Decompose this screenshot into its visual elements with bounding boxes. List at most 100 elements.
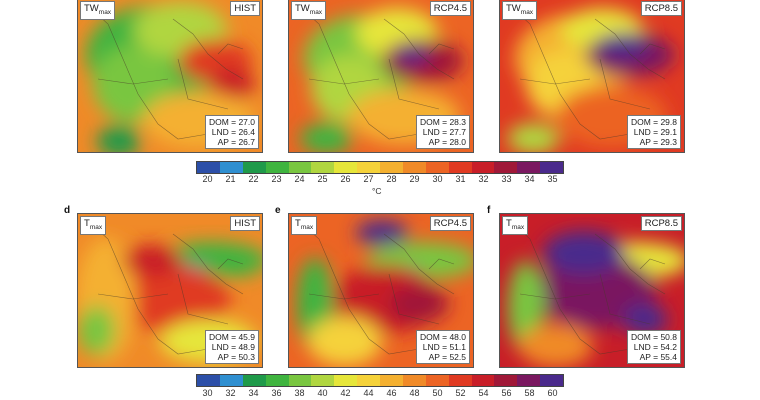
colorbar-swatch xyxy=(334,162,358,173)
colorbar-tick-label: 33 xyxy=(501,174,512,184)
colorbar-swatch xyxy=(197,162,220,173)
stat-dom: DOM = 29.8 xyxy=(630,117,677,127)
colorbar-tick-label: 38 xyxy=(294,388,305,398)
map-panel-e: Tmax RCP4.5 DOM = 48.0 LND = 51.1 AP = 52.5 xyxy=(288,213,474,368)
colorbar-swatch xyxy=(334,375,358,386)
colorbar-tick-label: 50 xyxy=(432,388,443,398)
stat-lnd: LND = 29.1 xyxy=(633,127,677,137)
colorbar-tick-label: 48 xyxy=(409,388,420,398)
stat-ap: AP = 50.3 xyxy=(217,352,255,362)
panel-letter-d: d xyxy=(64,205,71,216)
colorbar-swatch xyxy=(517,162,541,173)
colorbar-tick-label: 54 xyxy=(478,388,489,398)
colorbar-swatch xyxy=(425,375,449,386)
stat-lnd: LND = 51.1 xyxy=(422,342,466,352)
colorbar-tick-label: 30 xyxy=(202,388,213,398)
stat-dom: DOM = 28.3 xyxy=(419,117,466,127)
stat-ap: AP = 52.5 xyxy=(428,352,466,362)
colorbar-tick-label: 23 xyxy=(271,174,282,184)
colorbar-tick-label: 58 xyxy=(524,388,535,398)
variable-label: Tmax xyxy=(291,216,318,235)
map-panel-a: TWmax HIST DOM = 27.0 LND = 26.4 AP = 26.7 xyxy=(77,0,263,153)
stats-box: DOM = 48.0 LND = 51.1 AP = 52.5 xyxy=(415,330,470,364)
colorbar-swatch xyxy=(219,162,243,173)
heatmap-field xyxy=(289,0,473,152)
panel-letter-e: e xyxy=(275,205,281,216)
colorbar-tick-label: 44 xyxy=(363,388,374,398)
map-panel-d: Tmax HIST DOM = 45.9 LND = 48.9 AP = 50.3 xyxy=(77,213,263,368)
colorbar-tick-label: 40 xyxy=(317,388,328,398)
colorbar-swatch xyxy=(448,375,472,386)
colorbar-tmax xyxy=(196,374,564,387)
colorbar-swatch xyxy=(311,375,335,386)
colorbar-twmax xyxy=(196,161,564,174)
colorbar-tick-label: 56 xyxy=(501,388,512,398)
colorbar-tick-label: 31 xyxy=(455,174,466,184)
colorbar-swatch xyxy=(471,162,495,173)
stats-box: DOM = 29.8 LND = 29.1 AP = 29.3 xyxy=(626,115,681,149)
stats-box: DOM = 45.9 LND = 48.9 AP = 50.3 xyxy=(204,330,259,364)
colorbar-unit: °C xyxy=(372,186,382,196)
map-panel-c: TWmax RCP8.5 DOM = 29.8 LND = 29.1 AP = 29.3 xyxy=(499,0,685,153)
colorbar-tick-label: 27 xyxy=(363,174,374,184)
heatmap-field xyxy=(289,214,473,367)
colorbar-swatch xyxy=(540,375,563,386)
colorbar-tick-label: 28 xyxy=(386,174,397,184)
colorbar-tmax-ticks: 30 32 34 36 38 40 42 44 46 48 50 52 54 56 58 60 xyxy=(196,388,564,398)
colorbar-tick-label: 52 xyxy=(455,388,466,398)
stat-ap: AP = 55.4 xyxy=(639,352,677,362)
colorbar-swatch xyxy=(494,162,518,173)
colorbar-swatch xyxy=(357,375,380,386)
colorbar-tick-label: 60 xyxy=(547,388,558,398)
colorbar-swatch xyxy=(494,375,518,386)
colorbar-swatch xyxy=(471,375,495,386)
colorbar-tick-label: 21 xyxy=(225,174,236,184)
colorbar-tick-label: 42 xyxy=(340,388,351,398)
stat-lnd: LND = 48.9 xyxy=(211,342,255,352)
stat-dom: DOM = 27.0 xyxy=(208,117,255,127)
colorbar-tick-label: 30 xyxy=(432,174,443,184)
variable-label: Tmax xyxy=(502,216,529,235)
panel-letter-f: f xyxy=(487,205,491,216)
stat-lnd: LND = 54.2 xyxy=(633,342,677,352)
colorbar-swatch xyxy=(380,162,403,173)
stat-dom: DOM = 50.8 xyxy=(630,332,677,342)
colorbar-swatch xyxy=(219,375,243,386)
variable-label: Tmax xyxy=(80,216,107,235)
stat-dom: DOM = 48.0 xyxy=(419,332,466,342)
stats-box: DOM = 27.0 LND = 26.4 AP = 26.7 xyxy=(204,115,259,149)
scenario-label: RCP4.5 xyxy=(429,216,471,231)
colorbar-swatch xyxy=(540,162,563,173)
scenario-label: RCP4.5 xyxy=(429,1,471,16)
colorbar-tick-label: 32 xyxy=(225,388,236,398)
colorbar-tick-label: 36 xyxy=(271,388,282,398)
scenario-label: RCP8.5 xyxy=(640,216,682,231)
colorbar-swatch xyxy=(402,375,426,386)
colorbar-tick-label: 34 xyxy=(248,388,259,398)
stat-dom: DOM = 45.9 xyxy=(208,332,255,342)
colorbar-tick-label: 20 xyxy=(202,174,213,184)
variable-label: TWmax xyxy=(291,1,327,20)
stat-ap: AP = 28.0 xyxy=(428,137,466,147)
stat-lnd: LND = 27.7 xyxy=(422,127,466,137)
colorbar-swatch xyxy=(380,375,403,386)
colorbar-swatch xyxy=(242,162,266,173)
colorbar-tick-label: 32 xyxy=(478,174,489,184)
colorbar-tick-label: 29 xyxy=(409,174,420,184)
stats-box: DOM = 50.8 LND = 54.2 AP = 55.4 xyxy=(626,330,681,364)
map-panel-f: Tmax RCP8.5 DOM = 50.8 LND = 54.2 AP = 55.4 xyxy=(499,213,685,368)
variable-label: TWmax xyxy=(80,1,116,20)
colorbar-swatch xyxy=(288,162,312,173)
colorbar-swatch xyxy=(197,375,220,386)
stat-ap: AP = 26.7 xyxy=(217,137,255,147)
colorbar-tick-label: 46 xyxy=(386,388,397,398)
stat-ap: AP = 29.3 xyxy=(639,137,677,147)
colorbar-tick-label: 35 xyxy=(547,174,558,184)
scenario-label: HIST xyxy=(230,1,260,16)
colorbar-swatch xyxy=(402,162,426,173)
colorbar-swatch xyxy=(265,162,289,173)
colorbar-tick-label: 34 xyxy=(524,174,535,184)
colorbar-swatch xyxy=(288,375,312,386)
colorbar-tick-label: 25 xyxy=(317,174,328,184)
colorbar-swatch xyxy=(242,375,266,386)
